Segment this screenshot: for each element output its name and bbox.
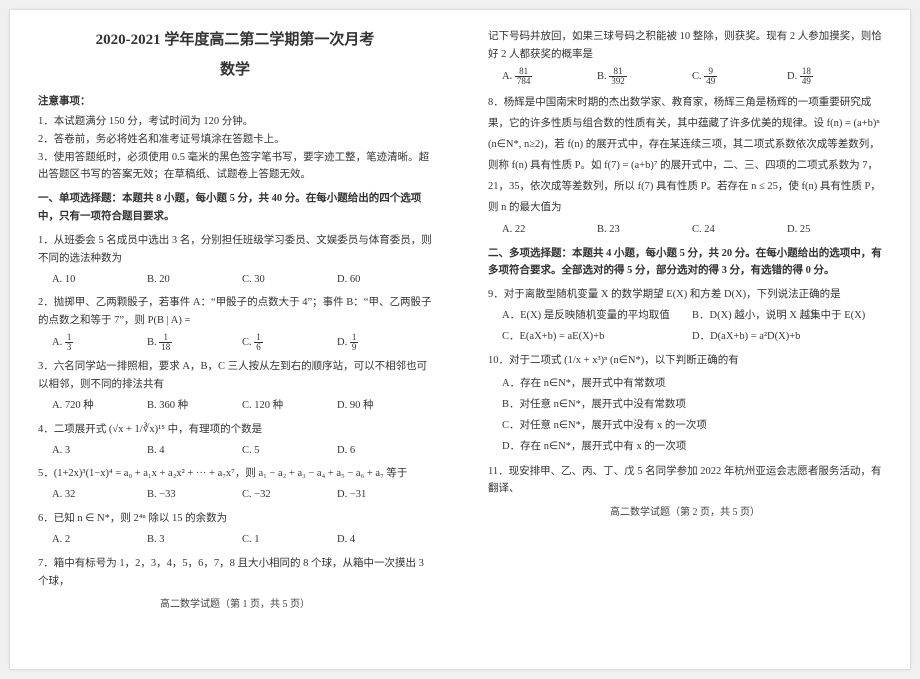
q7-opt-a: A. 81784 (502, 67, 597, 86)
q4-text: 4．二项展开式 (√x + 1/∛x)¹⁵ 中，有理项的个数是 (38, 421, 432, 439)
q2-text: 2．抛掷甲、乙两颗骰子，若事件 A：“甲骰子的点数大于 4”；事件 B：“甲、乙… (38, 294, 432, 330)
q4-opt-c: C. 5 (242, 442, 337, 460)
section2-head: 二、多项选择题：本题共 4 小题，每小题 5 分，共 20 分。在每小题给出的选… (488, 245, 882, 281)
q10-opt-a: A．存在 n∈N*，展开式中有常数项 (502, 373, 882, 394)
question-8: 8．杨辉是中国南宋时期的杰出数学家、教育家，杨辉三角是杨辉的一项重要研究成果，它… (488, 92, 882, 239)
q1-text: 1．从班委会 5 名成员中选出 3 名，分别担任班级学习委员、文娱委员与体育委员… (38, 232, 432, 268)
q8-opt-d: D. 25 (787, 221, 882, 239)
q1-opt-b: B. 20 (147, 271, 242, 289)
footer-left: 高二数学试题（第 1 页，共 5 页） (38, 596, 432, 613)
q7-text-b: 记下号码并放回，如果三球号码之积能被 10 整除，则获奖。现有 2 人参加摸奖，… (488, 28, 882, 64)
q1-options: A. 10 B. 20 C. 30 D. 60 (38, 271, 432, 289)
section1-head: 一、单项选择题：本题共 8 小题，每小题 5 分，共 40 分。在每小题给出的四… (38, 190, 432, 226)
q3-opt-d: D. 90 种 (337, 397, 432, 415)
q6-text: 6．已知 n ∈ N*，则 2⁴ⁿ 除以 15 的余数为 (38, 510, 432, 528)
q8-text: 8．杨辉是中国南宋时期的杰出数学家、教育家，杨辉三角是杨辉的一项重要研究成果，它… (488, 92, 882, 218)
q5-opt-b: B. −33 (147, 486, 242, 504)
q3-opt-b: B. 360 种 (147, 397, 242, 415)
q2-opt-d: D. 19 (337, 333, 432, 352)
q2-opt-a: A. 13 (52, 333, 147, 352)
instructions-block: 1．本试题满分 150 分，考试时间为 120 分钟。 2．答卷前，务必将姓名和… (38, 113, 432, 184)
q4-opt-d: D. 6 (337, 442, 432, 460)
q11-text: 11．现安排甲、乙、丙、丁、戊 5 名同学参加 2022 年杭州亚运会志愿者服务… (488, 463, 882, 499)
question-10: 10．对于二项式 (1/x + x³)ⁿ (n∈N*)，以下判断正确的有 A．存… (488, 352, 882, 457)
q8-opt-a: A. 22 (502, 221, 597, 239)
q4-opt-a: A. 3 (52, 442, 147, 460)
q8-opt-c: C. 24 (692, 221, 787, 239)
question-9: 9．对于离散型随机变量 X 的数学期望 E(X) 和方差 D(X)，下列说法正确… (488, 286, 882, 346)
q7-opt-b: B. 81392 (597, 67, 692, 86)
q3-text: 3．六名同学站一排照相，要求 A，B，C 三人按从左到右的顺序站，可以不相邻也可… (38, 358, 432, 394)
q9-opt-c: C．E(aX+b) = aE(X)+b (502, 328, 692, 346)
q5-options: A. 32 B. −33 C. −32 D. −31 (38, 486, 432, 504)
q9-opt-b: B．D(X) 越小，说明 X 越集中于 E(X) (692, 307, 882, 325)
q9-options: A．E(X) 是反映随机变量的平均取值 B．D(X) 越小，说明 X 越集中于 … (488, 307, 882, 346)
q9-opt-a: A．E(X) 是反映随机变量的平均取值 (502, 307, 692, 325)
left-column: 2020-2021 学年度高二第二学期第一次月考 数学 注意事项： 1．本试题满… (10, 10, 460, 669)
q10-opt-d: D．存在 n∈N*，展开式中有 x 的一次项 (502, 436, 882, 457)
q2-opt-b: B. 118 (147, 333, 242, 352)
q7-opt-c: C. 949 (692, 67, 787, 86)
q1-opt-a: A. 10 (52, 271, 147, 289)
note-line: 1．本试题满分 150 分，考试时间为 120 分钟。 (38, 113, 432, 131)
note-line: 2．答卷前，务必将姓名和准考证号填涂在答题卡上。 (38, 131, 432, 149)
note-line: 3．使用答题纸时，必须使用 0.5 毫米的黑色签字笔书写，要字迹工整，笔迹清晰。… (38, 149, 432, 185)
q4-opt-b: B. 4 (147, 442, 242, 460)
q5-text: 5．(1+2x)³(1−x)⁴ = a₀ + a₁x + a₂x² + ··· … (38, 465, 432, 483)
question-11: 11．现安排甲、乙、丙、丁、戊 5 名同学参加 2022 年杭州亚运会志愿者服务… (488, 463, 882, 499)
q6-opt-b: B. 3 (147, 531, 242, 549)
q8-opt-b: B. 23 (597, 221, 692, 239)
q10-options: A．存在 n∈N*，展开式中有常数项 B．对任意 n∈N*，展开式中没有常数项 … (488, 373, 882, 457)
exam-subject: 数学 (38, 58, 432, 84)
question-7a: 7．箱中有标号为 1，2，3，4，5，6，7，8 且大小相同的 8 个球，从箱中… (38, 555, 432, 591)
question-5: 5．(1+2x)³(1−x)⁴ = a₀ + a₁x + a₂x² + ··· … (38, 465, 432, 504)
exam-page: 2020-2021 学年度高二第二学期第一次月考 数学 注意事项： 1．本试题满… (10, 10, 910, 669)
q10-text: 10．对于二项式 (1/x + x³)ⁿ (n∈N*)，以下判断正确的有 (488, 352, 882, 370)
q3-opt-c: C. 120 种 (242, 397, 337, 415)
q10-opt-b: B．对任意 n∈N*，展开式中没有常数项 (502, 394, 882, 415)
q7-opt-d: D. 1849 (787, 67, 882, 86)
footer-right: 高二数学试题（第 2 页，共 5 页） (488, 504, 882, 521)
q4-options: A. 3 B. 4 C. 5 D. 6 (38, 442, 432, 460)
q3-opt-a: A. 720 种 (52, 397, 147, 415)
q7-text-a: 7．箱中有标号为 1，2，3，4，5，6，7，8 且大小相同的 8 个球，从箱中… (38, 555, 432, 591)
q2-options: A. 13 B. 118 C. 16 D. 19 (38, 333, 432, 352)
q6-options: A. 2 B. 3 C. 1 D. 4 (38, 531, 432, 549)
q1-opt-d: D. 60 (337, 271, 432, 289)
q1-opt-c: C. 30 (242, 271, 337, 289)
q6-opt-c: C. 1 (242, 531, 337, 549)
q5-opt-c: C. −32 (242, 486, 337, 504)
q5-opt-d: D. −31 (337, 486, 432, 504)
q6-opt-a: A. 2 (52, 531, 147, 549)
question-6: 6．已知 n ∈ N*，则 2⁴ⁿ 除以 15 的余数为 A. 2 B. 3 C… (38, 510, 432, 549)
q10-opt-c: C．对任意 n∈N*，展开式中没有 x 的一次项 (502, 415, 882, 436)
q2-opt-c: C. 16 (242, 333, 337, 352)
q6-opt-d: D. 4 (337, 531, 432, 549)
notes-head: 注意事项： (38, 93, 432, 111)
q5-opt-a: A. 32 (52, 486, 147, 504)
q9-text: 9．对于离散型随机变量 X 的数学期望 E(X) 和方差 D(X)，下列说法正确… (488, 286, 882, 304)
q3-options: A. 720 种 B. 360 种 C. 120 种 D. 90 种 (38, 397, 432, 415)
question-2: 2．抛掷甲、乙两颗骰子，若事件 A：“甲骰子的点数大于 4”；事件 B：“甲、乙… (38, 294, 432, 352)
exam-title: 2020-2021 学年度高二第二学期第一次月考 (38, 28, 432, 54)
question-3: 3．六名同学站一排照相，要求 A，B，C 三人按从左到右的顺序站，可以不相邻也可… (38, 358, 432, 415)
q8-options: A. 22 B. 23 C. 24 D. 25 (488, 221, 882, 239)
question-4: 4．二项展开式 (√x + 1/∛x)¹⁵ 中，有理项的个数是 A. 3 B. … (38, 421, 432, 460)
right-column: 记下号码并放回，如果三球号码之积能被 10 整除，则获奖。现有 2 人参加摸奖，… (460, 10, 910, 669)
q7-options: A. 81784 B. 81392 C. 949 D. 1849 (488, 67, 882, 86)
question-1: 1．从班委会 5 名成员中选出 3 名，分别担任班级学习委员、文娱委员与体育委员… (38, 232, 432, 289)
q9-opt-d: D．D(aX+b) = a²D(X)+b (692, 328, 882, 346)
